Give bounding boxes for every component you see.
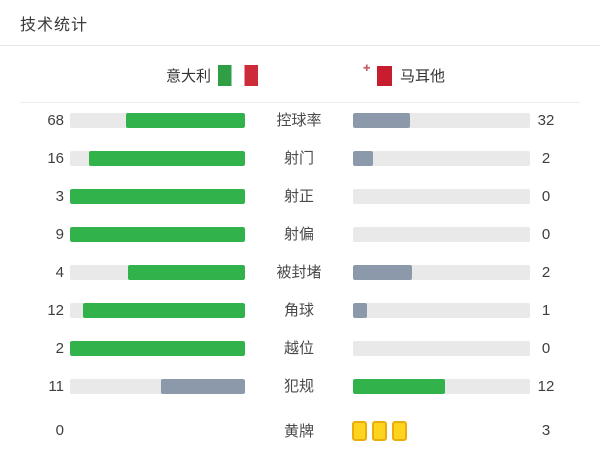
malta-flag-icon: ✚ (362, 62, 392, 86)
team-home: 意大利 (166, 65, 258, 86)
home-value: 11 (48, 378, 64, 395)
away-bar (353, 379, 530, 394)
away-value: 2 (541, 150, 551, 167)
home-value: 12 (47, 302, 64, 319)
home-value: 4 (55, 264, 64, 281)
away-bar (353, 265, 530, 280)
stat-label: 射正 (283, 188, 314, 205)
away-bar-fill (353, 303, 367, 318)
away-value: 32 (537, 112, 555, 129)
away-yellow-cards (352, 421, 407, 441)
home-bar-fill (70, 227, 245, 242)
yellow-card-icon (392, 421, 407, 441)
home-bar (70, 189, 245, 204)
home-value: 0 (55, 422, 64, 439)
yellow-card-icon (372, 421, 387, 441)
stat-label: 射门 (283, 150, 314, 167)
stat-row-0: 68 控球率 32 (0, 112, 600, 129)
home-bar-fill (126, 113, 245, 128)
away-bar (353, 341, 530, 356)
stat-row-8: 0 黄牌 3 (0, 421, 600, 441)
home-value: 9 (55, 226, 64, 243)
home-bar (70, 227, 245, 242)
panel-title: 技术统计 (20, 17, 89, 34)
home-bar (70, 113, 245, 128)
home-bar-fill (70, 189, 245, 204)
stat-label: 黄牌 (283, 423, 314, 440)
away-value: 3 (541, 422, 551, 439)
stat-row-1: 16 射门 2 (0, 150, 600, 167)
away-value: 0 (541, 226, 551, 243)
away-bar (353, 227, 530, 242)
stat-row-3: 9 射偏 0 (0, 226, 600, 243)
stat-label: 控球率 (276, 112, 322, 129)
home-bar-fill (161, 379, 245, 394)
home-bar (70, 341, 245, 356)
stat-row-7: 11 犯规 12 (0, 378, 600, 395)
home-value: 2 (55, 340, 64, 357)
home-bar-fill (128, 265, 245, 280)
stat-row-6: 2 越位 0 (0, 340, 600, 357)
away-bar-fill (353, 379, 446, 394)
divider-top (0, 45, 600, 46)
stat-label: 越位 (283, 340, 314, 357)
away-bar (353, 151, 530, 166)
away-value: 0 (541, 188, 551, 205)
stat-label: 角球 (283, 302, 314, 319)
home-bar-fill (70, 341, 245, 356)
away-bar-fill (353, 113, 410, 128)
away-value: 1 (541, 302, 551, 319)
team-home-name: 意大利 (165, 68, 211, 85)
stat-row-5: 12 角球 1 (0, 302, 600, 319)
home-bar (70, 379, 245, 394)
home-bar-fill (83, 303, 245, 318)
away-value: 12 (537, 378, 555, 395)
away-bar (353, 303, 530, 318)
home-bar (70, 303, 245, 318)
home-value: 16 (47, 150, 64, 167)
stat-label: 犯规 (283, 378, 314, 395)
italy-flag-icon (218, 65, 258, 86)
george-cross-icon: ✚ (363, 62, 371, 73)
team-away-name: 马耳他 (400, 68, 446, 85)
away-bar (353, 189, 530, 204)
stat-row-4: 4 被封堵 2 (0, 264, 600, 281)
stat-row-2: 3 射正 0 (0, 188, 600, 205)
yellow-card-icon (352, 421, 367, 441)
home-value: 3 (55, 188, 64, 205)
home-bar-fill (89, 151, 245, 166)
stat-label: 被封堵 (276, 264, 322, 281)
home-bar (70, 265, 245, 280)
away-value: 0 (541, 340, 551, 357)
away-bar (353, 113, 530, 128)
stat-label: 射偏 (283, 226, 314, 243)
divider-header (20, 102, 580, 103)
away-bar-fill (353, 265, 412, 280)
team-away: ✚ 马耳他 (362, 62, 446, 86)
home-value: 68 (47, 112, 64, 129)
home-bar (70, 151, 245, 166)
away-bar-fill (353, 151, 373, 166)
away-value: 2 (541, 264, 551, 281)
